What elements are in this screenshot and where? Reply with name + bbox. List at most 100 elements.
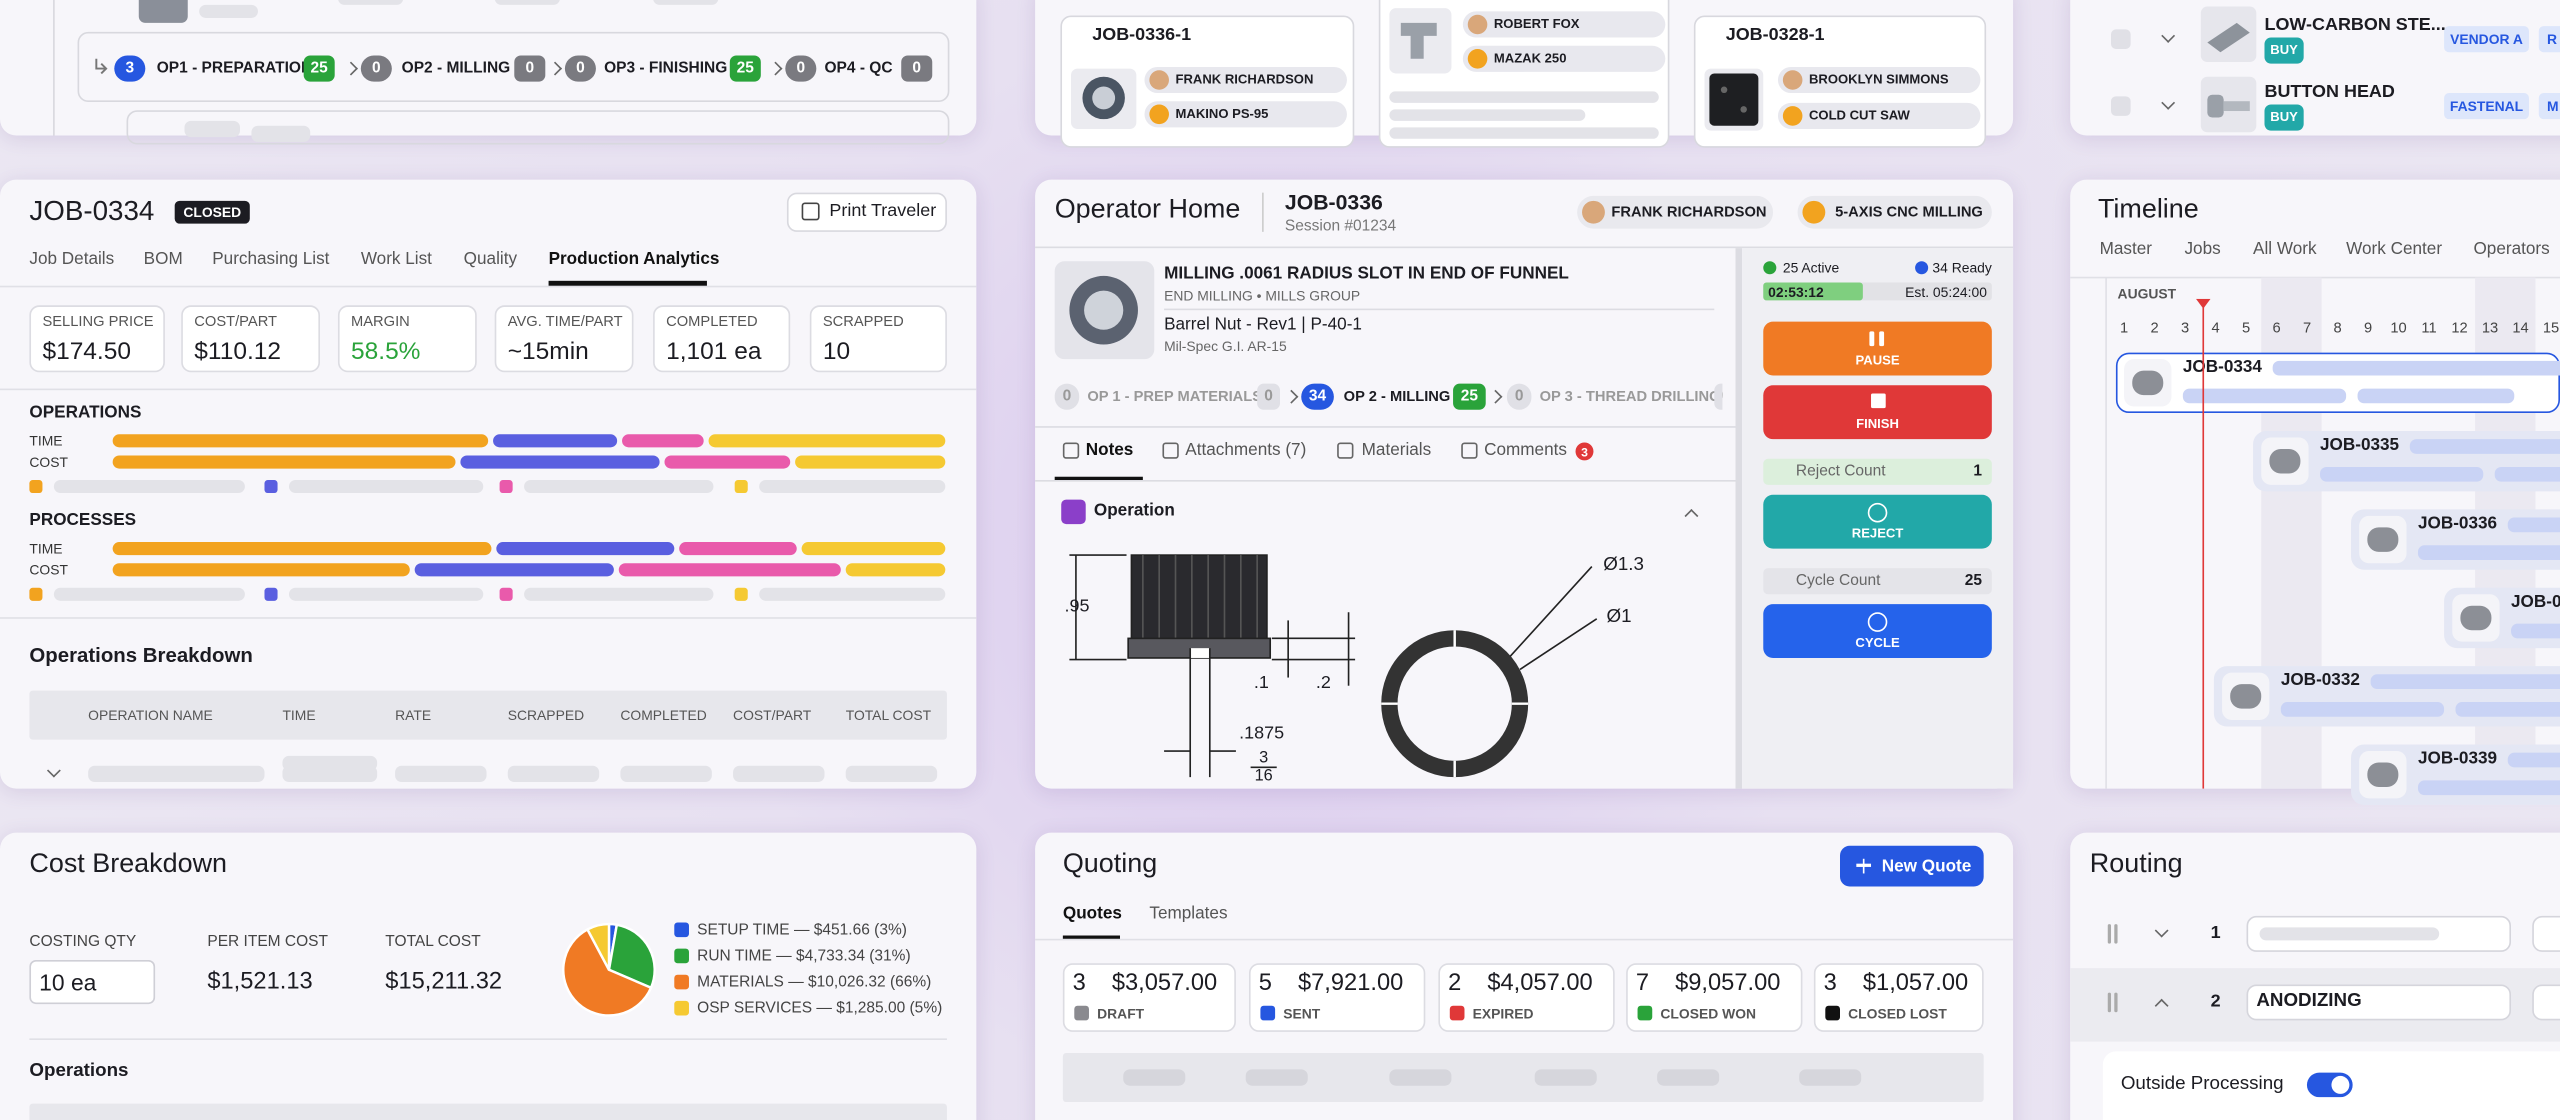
pause-button[interactable]	[1763, 321, 1992, 376]
dimension: 16	[1254, 767, 1273, 786]
print-icon	[801, 202, 820, 221]
icon	[1867, 612, 1888, 632]
skeleton	[2417, 545, 2560, 560]
job-title: JOB-0334	[29, 195, 155, 227]
legend-label: SETUP TIME — $451.66 (3%)	[697, 920, 907, 939]
stat-count: 5	[1258, 970, 1272, 997]
tab[interactable]: Templates	[1149, 904, 1228, 924]
drag-handle	[2107, 924, 2112, 944]
skeleton	[1123, 1069, 1186, 1086]
bar-segment	[497, 542, 675, 556]
bar-segment	[664, 455, 791, 469]
tab[interactable]: All Work	[2253, 239, 2317, 260]
chip	[1462, 11, 1666, 38]
task-title: MILLING .0061 RADIUS SLOT IN END OF FUNN…	[1164, 264, 1569, 284]
status-swatch	[1260, 1005, 1276, 1021]
skeleton	[184, 120, 240, 138]
stat-card	[181, 305, 320, 373]
tab[interactable]: Quotes	[1062, 904, 1122, 924]
skeleton	[507, 765, 600, 783]
bar-segment	[112, 455, 455, 469]
stat-value: $110.12	[194, 337, 281, 366]
column-header: TOTAL COST	[845, 706, 932, 724]
count-value: 25	[1964, 571, 1983, 590]
column-header: RATE	[395, 706, 432, 724]
step-input[interactable]	[2246, 984, 2512, 1021]
legend-swatch	[499, 587, 513, 601]
bar-segment	[414, 563, 614, 577]
vendor: M	[2546, 97, 2559, 115]
badge	[1301, 383, 1334, 410]
job-id: JOB-0336	[1284, 189, 1383, 215]
stat-card	[1813, 963, 1984, 1032]
legend-swatch	[674, 948, 689, 964]
work-center: 5-AXIS CNC MILLING	[1835, 203, 1983, 220]
skeleton	[2357, 388, 2515, 404]
step-name: OP3 - FINISHING	[604, 59, 728, 78]
tab[interactable]: Quality	[463, 249, 518, 269]
stat-value: ~15min	[507, 337, 589, 366]
legend-swatch	[734, 587, 748, 601]
field-label: Outside Processing	[2120, 1074, 2284, 1095]
print-button[interactable]	[786, 192, 947, 232]
day: 14	[2512, 319, 2529, 336]
section-title: PROCESSES	[29, 510, 137, 531]
step-name: OP1 - PREPARATION	[156, 59, 313, 78]
status: 34 Ready	[1932, 259, 1992, 276]
tab[interactable]: Master	[2099, 239, 2152, 260]
tab[interactable]: Materials	[1361, 440, 1432, 460]
table-header	[29, 690, 947, 740]
stat-label: SENT	[1283, 1005, 1321, 1022]
badge-text: 0	[372, 59, 381, 78]
status-swatch	[1825, 1005, 1840, 1021]
panel-title: Operator Home	[1054, 194, 1241, 224]
legend-swatch	[734, 479, 748, 494]
skeleton	[2511, 623, 2560, 639]
table-header	[29, 1103, 947, 1120]
skeleton	[845, 765, 938, 783]
chip	[2538, 93, 2560, 120]
tab[interactable]: Operators	[2473, 239, 2550, 260]
tab[interactable]: Work Center	[2346, 239, 2443, 260]
badge-text: 0	[1721, 387, 1722, 406]
badge-text: 3	[125, 59, 135, 78]
thumbnail	[2269, 448, 2301, 474]
tab[interactable]: Production Analytics	[548, 249, 720, 269]
skeleton	[2507, 517, 2560, 533]
skeleton	[2272, 360, 2560, 376]
tab[interactable]: Jobs	[2184, 239, 2221, 260]
tab[interactable]: Purchasing List	[212, 249, 330, 269]
qty-input[interactable]	[29, 959, 156, 1005]
badge-text: 0	[525, 59, 535, 78]
stat-label: AVG. TIME/PART	[507, 312, 623, 330]
tab[interactable]: Attachments (7)	[1185, 440, 1307, 460]
stat-label: DRAFT	[1097, 1005, 1145, 1022]
chip	[1577, 195, 1774, 229]
tab[interactable]: Job Details	[29, 249, 115, 269]
bar-segment	[112, 563, 411, 577]
job-name: JOB-0337	[2511, 592, 2560, 612]
chip	[2444, 26, 2529, 53]
step-input	[2532, 984, 2560, 1021]
qty: 10 ea	[39, 969, 97, 996]
icon	[1879, 331, 1885, 347]
tab[interactable]: Work List	[360, 249, 432, 269]
status-swatch	[1074, 1005, 1089, 1021]
step-name: ANODIZING	[2256, 991, 2362, 1011]
tab[interactable]: Comments	[1484, 440, 1567, 460]
column-header: OPERATION NAME	[88, 706, 213, 724]
checkbox	[2111, 96, 2131, 116]
divider	[1035, 938, 2014, 941]
tab[interactable]: BOM	[143, 249, 183, 269]
operator: FRANK RICHARDSON	[1175, 72, 1314, 87]
badge	[1506, 383, 1532, 410]
today-line	[2201, 303, 2205, 789]
badge	[514, 55, 546, 82]
drag-handle	[2114, 924, 2118, 944]
section-title: Operations Breakdown	[29, 644, 253, 667]
chevron	[1284, 389, 1299, 404]
dimension: Ø1	[1606, 607, 1632, 628]
tab[interactable]: Notes	[1085, 440, 1134, 460]
drag-handle	[2107, 992, 2112, 1013]
